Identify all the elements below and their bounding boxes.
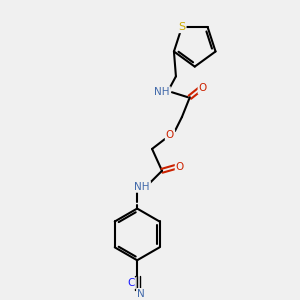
Text: NH: NH bbox=[154, 87, 170, 97]
Text: S: S bbox=[178, 22, 185, 32]
Text: O: O bbox=[166, 130, 174, 140]
Text: C: C bbox=[128, 278, 135, 288]
Text: N: N bbox=[137, 289, 145, 299]
Text: O: O bbox=[176, 162, 184, 172]
Text: NH: NH bbox=[134, 182, 150, 192]
Text: O: O bbox=[199, 83, 207, 93]
